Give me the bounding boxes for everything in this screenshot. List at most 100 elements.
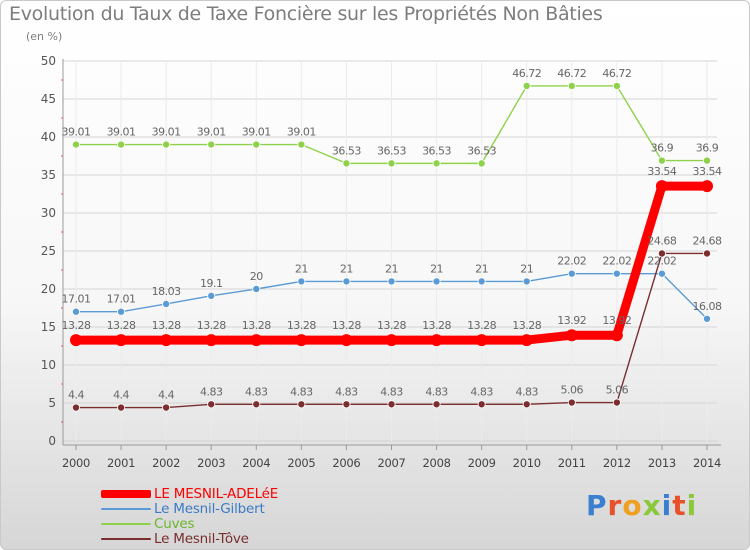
data-label: 39.01	[287, 126, 316, 139]
y-tick-label: 30	[41, 206, 56, 220]
data-point	[117, 307, 126, 316]
data-point	[430, 334, 443, 347]
legend-swatch-le-mesnil-adelee	[101, 489, 151, 498]
data-label: 39.01	[152, 126, 181, 139]
data-label: 21	[295, 262, 308, 275]
data-label: 5.06	[606, 384, 629, 397]
x-tick-label: 2013	[648, 456, 676, 470]
data-point	[475, 334, 488, 347]
logo-letter: o	[622, 489, 643, 522]
data-point	[387, 400, 396, 409]
data-point	[207, 400, 216, 409]
data-label: 4.83	[335, 385, 358, 398]
data-label: 46.72	[512, 67, 541, 80]
data-label: 39.01	[107, 126, 136, 139]
data-point	[162, 140, 171, 149]
data-label: 4.4	[68, 389, 84, 402]
data-label: 13.28	[242, 319, 271, 332]
data-point	[385, 334, 398, 347]
y-tick-label: 45	[41, 92, 56, 106]
data-point	[657, 249, 666, 258]
data-point	[565, 329, 578, 342]
x-tick-label: 2005	[287, 456, 315, 470]
data-label: 39.01	[242, 126, 271, 139]
legend-item-cuves: Cuves	[101, 515, 195, 532]
data-label: 4.83	[470, 385, 493, 398]
data-point	[162, 299, 171, 308]
data-label: 22.02	[557, 255, 586, 268]
x-tick-label: 2012	[603, 456, 631, 470]
data-point	[387, 159, 396, 168]
data-label: 13.28	[62, 319, 91, 332]
data-point	[252, 140, 261, 149]
data-label: 4.4	[113, 389, 129, 402]
data-label: 21	[340, 262, 353, 275]
data-label: 22.02	[602, 255, 631, 268]
x-tick-label: 2001	[107, 456, 135, 470]
x-tick-label: 2009	[468, 456, 496, 470]
y-tick-label: 20	[41, 282, 56, 296]
data-label: 36.53	[332, 144, 361, 157]
data-point	[160, 334, 173, 347]
data-label: 4.83	[245, 385, 268, 398]
data-label: 18.03	[152, 285, 181, 298]
data-point	[207, 291, 216, 300]
data-label: 36.9	[651, 142, 674, 155]
data-point	[207, 140, 216, 149]
y-tick-label: 40	[41, 130, 56, 144]
legend-label: Le Mesnil-Gilbert	[154, 500, 265, 517]
x-tick-label: 2006	[332, 456, 360, 470]
data-label: 21	[430, 262, 443, 275]
data-point	[432, 277, 441, 286]
data-point	[72, 307, 81, 316]
data-label: 36.53	[467, 144, 496, 157]
data-label: 46.72	[602, 67, 631, 80]
data-label: 46.72	[557, 67, 586, 80]
data-point	[522, 81, 531, 90]
data-label: 13.28	[377, 319, 406, 332]
data-label: 4.83	[425, 385, 448, 398]
data-label: 20	[250, 270, 263, 283]
data-point	[72, 403, 81, 412]
legend-label: LE MESNIL-ADELéE	[154, 485, 279, 502]
data-label: 13.92	[557, 314, 586, 327]
data-point	[252, 400, 261, 409]
y-tick-label: 0	[48, 434, 56, 448]
data-label: 33.54	[647, 165, 676, 178]
data-point	[703, 314, 712, 323]
x-tick-label: 2002	[152, 456, 180, 470]
data-label: 13.28	[107, 319, 136, 332]
data-label: 17.01	[107, 293, 136, 306]
data-point	[387, 277, 396, 286]
data-point	[342, 400, 351, 409]
y-tick-label: 35	[41, 168, 56, 182]
data-label: 4.4	[158, 389, 174, 402]
data-label: 39.01	[197, 126, 226, 139]
data-point	[72, 140, 81, 149]
data-label: 13.28	[332, 319, 361, 332]
data-label: 13.28	[467, 319, 496, 332]
data-point	[701, 180, 713, 193]
data-point	[477, 277, 486, 286]
logo-letter: i	[686, 489, 698, 522]
data-label: 36.9	[696, 142, 719, 155]
data-label: 13.28	[512, 319, 541, 332]
data-label: 13.28	[287, 319, 316, 332]
proxiti-logo: Proxiti	[586, 489, 697, 522]
legend-swatch-le-mesnil-gilbert	[101, 507, 151, 510]
legend-item-le-mesnil-gilbert: Le Mesnil-Gilbert	[101, 500, 265, 517]
data-label: 19.1	[200, 277, 223, 290]
logo-letter: P	[586, 489, 608, 522]
legend-label: Cuves	[154, 515, 195, 532]
x-tick-label: 2007	[377, 456, 405, 470]
data-point	[432, 400, 441, 409]
x-tick-label: 2011	[558, 456, 586, 470]
data-point	[703, 156, 712, 165]
data-label: 21	[475, 262, 488, 275]
logo-letter: r	[607, 489, 623, 522]
data-point	[520, 334, 533, 347]
data-label: 16.08	[693, 300, 722, 313]
chart-title: Evolution du Taux de Taxe Foncière sur l…	[9, 3, 603, 25]
data-point	[297, 140, 306, 149]
data-point	[703, 249, 712, 258]
